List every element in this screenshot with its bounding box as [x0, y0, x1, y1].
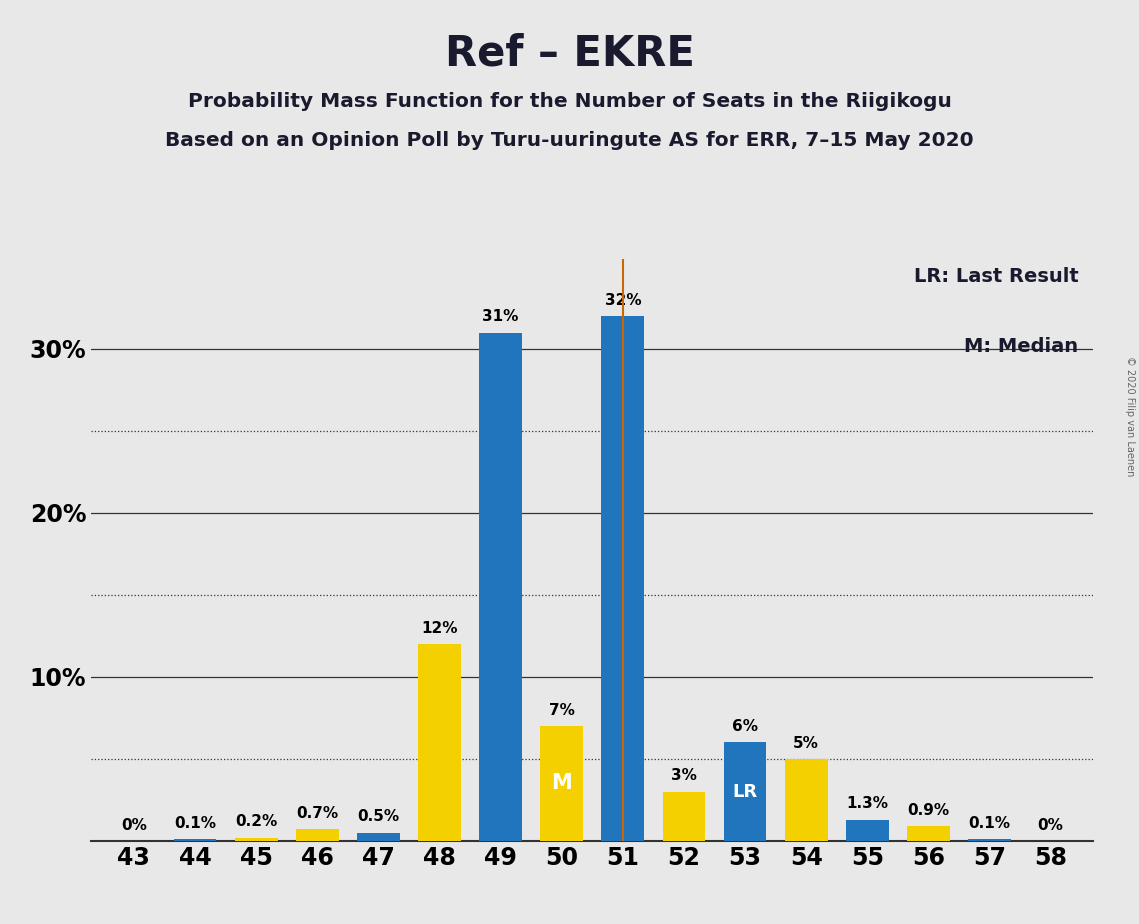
- Bar: [540, 726, 583, 841]
- Text: 0.1%: 0.1%: [174, 816, 216, 831]
- Bar: [296, 830, 338, 841]
- Text: 31%: 31%: [483, 310, 518, 324]
- Bar: [663, 792, 705, 841]
- Text: Probability Mass Function for the Number of Seats in the Riigikogu: Probability Mass Function for the Number…: [188, 92, 951, 112]
- Text: 7%: 7%: [549, 703, 575, 718]
- Text: LR: Last Result: LR: Last Result: [913, 267, 1079, 286]
- Text: 6%: 6%: [732, 719, 759, 735]
- Text: 5%: 5%: [793, 736, 819, 750]
- Bar: [601, 316, 645, 841]
- Bar: [968, 839, 1011, 841]
- Text: 3%: 3%: [671, 769, 697, 784]
- Bar: [846, 820, 888, 841]
- Bar: [173, 839, 216, 841]
- Text: 0.2%: 0.2%: [235, 814, 277, 830]
- Text: 12%: 12%: [421, 621, 458, 636]
- Text: M: Median: M: Median: [965, 337, 1079, 357]
- Text: Ref – EKRE: Ref – EKRE: [444, 32, 695, 74]
- Text: 1.3%: 1.3%: [846, 796, 888, 811]
- Text: 0.9%: 0.9%: [908, 803, 950, 818]
- Text: 0%: 0%: [1038, 818, 1064, 833]
- Text: M: M: [551, 773, 572, 794]
- Text: 0.1%: 0.1%: [968, 816, 1010, 831]
- Bar: [480, 333, 522, 841]
- Text: 0.7%: 0.7%: [296, 806, 338, 821]
- Bar: [785, 759, 828, 841]
- Bar: [418, 644, 461, 841]
- Bar: [357, 833, 400, 841]
- Text: Based on an Opinion Poll by Turu-uuringute AS for ERR, 7–15 May 2020: Based on an Opinion Poll by Turu-uuringu…: [165, 131, 974, 151]
- Text: 32%: 32%: [605, 293, 641, 308]
- Bar: [235, 837, 278, 841]
- Text: 0.5%: 0.5%: [358, 809, 400, 824]
- Bar: [723, 743, 767, 841]
- Text: 0%: 0%: [121, 818, 147, 833]
- Text: © 2020 Filip van Laenen: © 2020 Filip van Laenen: [1125, 356, 1134, 476]
- Text: LR: LR: [732, 783, 757, 801]
- Bar: [907, 826, 950, 841]
